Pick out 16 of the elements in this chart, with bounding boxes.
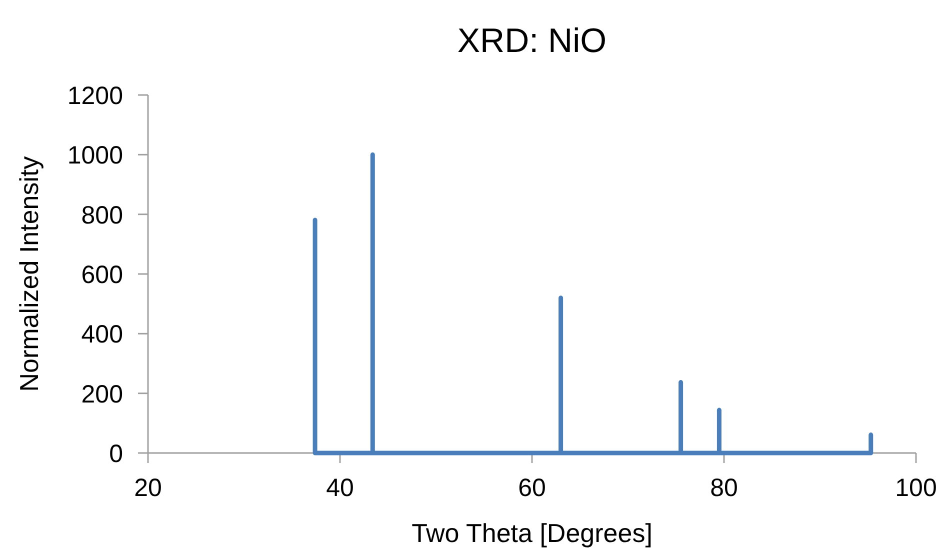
y-tick-label: 200 <box>81 380 123 408</box>
x-tick-label: 40 <box>326 474 354 502</box>
x-tick-label: 100 <box>895 474 937 502</box>
x-axis-title: Two Theta [Degrees] <box>412 518 652 548</box>
y-axis-title: Normalized Intensity <box>14 156 44 392</box>
x-tick-label: 80 <box>710 474 738 502</box>
y-tick-label: 1200 <box>67 82 123 110</box>
y-tick-label: 1000 <box>67 142 123 170</box>
y-tick-label: 800 <box>81 201 123 230</box>
y-tick-label: 0 <box>109 440 123 468</box>
x-tick-label: 60 <box>518 474 546 502</box>
x-tick-label: 20 <box>134 474 162 502</box>
y-tick-label: 400 <box>81 320 123 349</box>
line-series <box>312 152 874 456</box>
y-tick-label: 600 <box>81 261 123 289</box>
chart-title: XRD: NiO <box>457 22 607 60</box>
